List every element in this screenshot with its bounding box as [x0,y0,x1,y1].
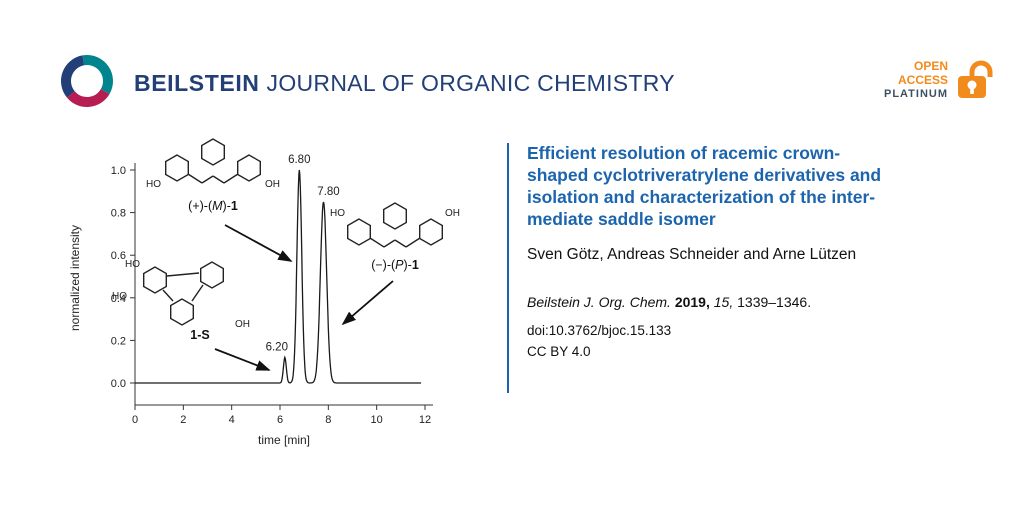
caption-saddle: 1-S [190,328,209,342]
beilstein-logo-swirl-icon [61,55,113,108]
article-license: CC BY 4.0 [527,344,591,359]
article-title: Efficient resolution of racemic crown- s… [527,142,997,230]
citation-volume: 15, [713,294,734,310]
citation-year: 2019, [674,294,710,310]
y-tick-label: 0.8 [111,208,126,220]
open-access-badge: OPEN ACCESS PLATINUM [884,56,996,104]
open-access-line2: ACCESS [897,73,948,87]
structure-captions: (+)-(M)-1 (−)-(P)-1 1-S [188,199,419,342]
peak-label: 6.20 [266,341,288,353]
x-tick-label: 0 [132,414,138,426]
journal-name-bold: BEILSTEIN [134,70,260,96]
article-title-line: Efficient resolution of racemic crown- [527,143,841,163]
molecule-labels: HO OH HO OH HO HO OH [112,179,460,330]
chart-trace-group [135,169,422,384]
x-tick-label: 10 [371,414,383,426]
y-tick-label: 0.0 [111,378,126,390]
chromatogram-plot: 0 2 4 6 8 10 12 0.0 0.2 0.4 0.6 0.8 1.0 6.20 6.80 7.80… [68,138,460,447]
hydroxyl-label: OH [235,319,250,330]
divider-line [507,143,509,393]
article-info: Efficient resolution of racemic crown- s… [527,142,997,359]
open-access-line3: PLATINUM [883,88,948,100]
chromatogram: 0 2 4 6 8 10 12 0.0 0.2 0.4 0.6 0.8 1.0 6.20 6.80 7.80… [55,128,505,463]
journal-name-rest: JOURNAL OF ORGANIC CHEMISTRY [266,70,675,96]
x-tick-label: 4 [229,414,235,426]
arrow-to-peak-620 [214,348,271,371]
journal-name: BEILSTEIN JOURNAL OF ORGANIC CHEMISTRY [134,70,675,97]
open-access-text: OPEN ACCESS PLATINUM [884,59,948,101]
article-doi: doi:10.3762/bjoc.15.133 [527,323,672,338]
caption-crown-p: (−)-(P)-1 [371,258,419,272]
article-authors: Sven Götz, Andreas Schneider and Arne Lü… [527,246,857,263]
arrow-to-peak-780 [341,280,394,326]
y-tick-label: 0.6 [111,250,126,262]
arrow-to-peak-680 [224,224,293,262]
hydroxyl-label: OH [445,208,460,219]
x-tick-label: 2 [180,414,186,426]
open-lock-icon [958,60,993,98]
hydroxyl-label: HO [146,179,161,190]
peak-labels: 6.20 6.80 7.80 [266,154,340,353]
molecule-rings [142,138,443,326]
y-tick-label: 0.2 [111,335,126,347]
hydroxyl-label: HO [125,259,140,270]
hydroxyl-label: OH [265,179,280,190]
annotation-arrows [214,224,394,371]
peak-label: 6.80 [288,154,310,166]
chart-axes: 0 2 4 6 8 10 12 0.0 0.2 0.4 0.6 0.8 1.0 [111,163,433,426]
article-title-line: isolation and characterization of the in… [527,187,876,207]
article-citation: Beilstein J. Org. Chem. 2019, 15, 1339–1… [527,294,997,310]
x-axis-label: time [min] [258,433,310,447]
citation-journal: Beilstein J. Org. Chem. [527,294,671,310]
hydroxyl-label: HO [112,291,127,302]
beilstein-logo-icon [58,52,116,115]
citation-pages: 1339–1346. [737,294,812,310]
chromatogram-trace [135,169,422,384]
article-title-line: shaped cyclotriveratrylene derivatives a… [527,165,882,185]
peak-label: 7.80 [317,186,339,198]
x-tick-label: 6 [277,414,283,426]
caption-crown-m: (+)-(M)-1 [188,199,238,213]
open-access-line1: OPEN [913,59,948,73]
y-axis-label: normalized intensity [68,225,82,331]
y-tick-label: 0.4 [111,293,126,305]
x-tick-label: 8 [325,414,331,426]
hydroxyl-label: HO [330,208,345,219]
x-tick-label: 12 [419,414,431,426]
article-title-line: mediate saddle isomer [527,209,716,229]
y-tick-label: 1.0 [111,165,126,177]
